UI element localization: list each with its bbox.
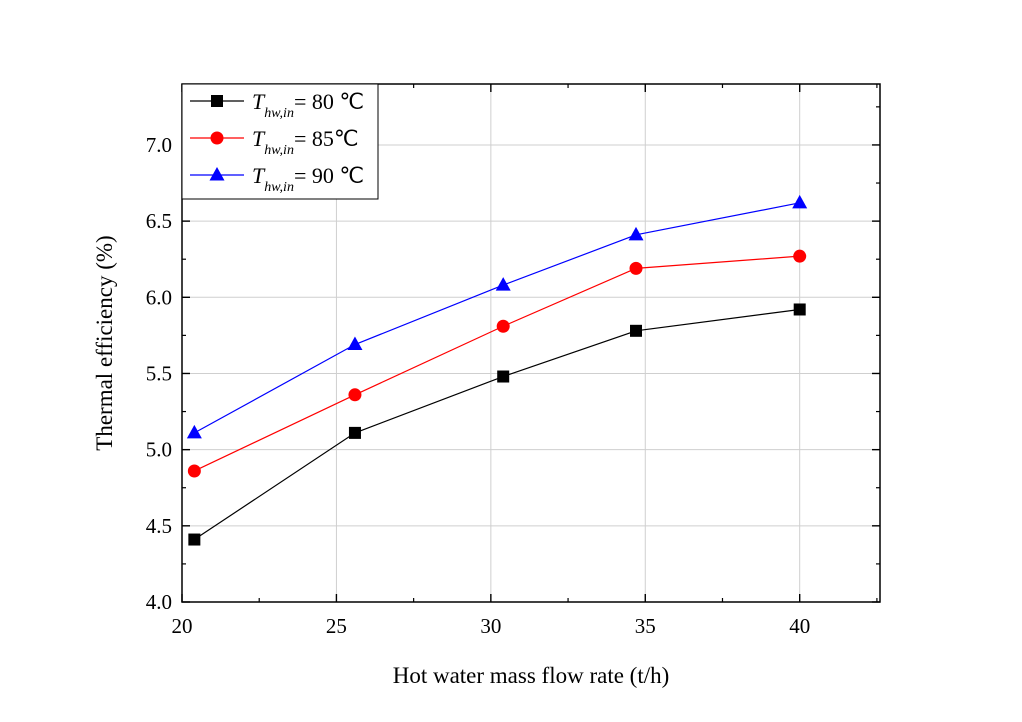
data-point — [347, 336, 363, 351]
data-point — [348, 388, 362, 402]
y-tick-label: 5.5 — [146, 361, 172, 385]
data-point — [496, 319, 510, 333]
data-point — [630, 324, 643, 337]
y-tick-label: 6.0 — [146, 285, 172, 309]
data-point — [188, 533, 201, 546]
y-tick-label: 5.0 — [146, 438, 172, 462]
y-tick-label: 4.5 — [146, 514, 172, 538]
series-line — [194, 308, 800, 541]
legend-symbol: T — [252, 163, 266, 188]
data-point — [497, 370, 510, 383]
series-layer — [186, 194, 808, 546]
legend-subscript: hw,in — [264, 106, 294, 121]
x-tick-label: 40 — [789, 614, 810, 638]
legend-symbol: T — [252, 89, 266, 114]
x-tick-label: 35 — [635, 614, 656, 638]
tick-labels: 20 25 30 35 40 4.0 4.5 5.0 5.5 6.0 6.5 7.0 — [146, 133, 810, 638]
data-point — [348, 426, 361, 439]
series-line — [194, 202, 800, 434]
legend-symbol: T — [252, 126, 266, 151]
data-point — [792, 194, 808, 209]
data-point — [186, 424, 202, 439]
x-axis-title: Hot water mass flow rate (t/h) — [393, 663, 670, 688]
legend-value: = 85℃ — [294, 126, 359, 151]
grid — [182, 84, 880, 602]
data-point — [793, 249, 807, 263]
legend-value: = 80 ℃ — [294, 89, 364, 114]
legend-label: Thw,in= 85℃ — [252, 126, 359, 158]
legend-marker — [209, 167, 225, 181]
x-tick-label: 30 — [480, 614, 501, 638]
legend-value: = 90 ℃ — [294, 163, 364, 188]
x-tick-label: 20 — [172, 614, 193, 638]
legend-label: Thw,in= 90 ℃ — [252, 163, 364, 195]
y-tick-label: 4.0 — [146, 590, 172, 614]
x-tick-label: 25 — [326, 614, 347, 638]
plot-frame — [181, 83, 881, 603]
data-point — [187, 464, 201, 478]
legend-subscript: hw,in — [264, 180, 294, 195]
y-tick-label: 7.0 — [146, 133, 172, 157]
legend-marker — [211, 95, 223, 107]
y-tick-label: 6.5 — [146, 209, 172, 233]
data-point — [628, 226, 644, 241]
legend-marker — [210, 131, 224, 145]
legend-subscript: hw,in — [264, 143, 294, 158]
legend-label: Thw,in= 80 ℃ — [252, 89, 364, 121]
y-axis-title: Thermal efficiency (%) — [92, 235, 117, 450]
data-point — [793, 303, 806, 316]
data-point — [629, 261, 643, 275]
data-point — [495, 277, 511, 291]
